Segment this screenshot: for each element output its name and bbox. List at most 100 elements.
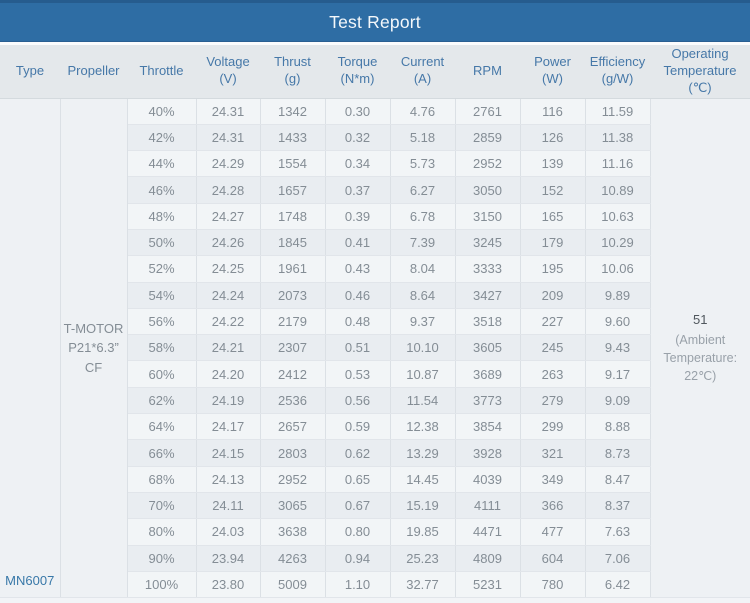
efficiency-cell: 8.88 [585, 413, 651, 441]
throttle-cell: 52% [127, 255, 197, 283]
page-title: Test Report [329, 11, 421, 32]
throttle-cell: 100% [127, 571, 197, 599]
column-header-throttle: Throttle [127, 45, 196, 99]
column-header-type: Type [0, 45, 60, 99]
throttle-cell: 80% [127, 518, 197, 546]
rpm-cell: 4039 [455, 466, 521, 493]
power-cell: 116 [520, 98, 586, 125]
current-cell: 12.38 [390, 413, 456, 441]
efficiency-cell: 9.89 [585, 282, 651, 309]
torque-cell: 0.34 [325, 150, 391, 178]
thrust-cell: 1433 [260, 124, 326, 152]
thrust-cell: 2179 [260, 308, 326, 336]
torque-cell: 0.53 [325, 360, 391, 388]
table-row: 52% 24.25 1961 0.43 8.04 3333 195 10.06 [0, 255, 750, 283]
current-cell: 14.45 [390, 466, 456, 493]
torque-cell: 1.10 [325, 571, 391, 599]
thrust-cell: 1748 [260, 203, 326, 230]
rpm-cell: 3050 [455, 176, 521, 204]
voltage-cell: 23.80 [196, 571, 261, 599]
power-cell: 152 [520, 176, 586, 204]
table-row: 66% 24.15 2803 0.62 13.29 3928 321 8.73 [0, 439, 750, 467]
power-cell: 780 [520, 571, 586, 599]
thrust-cell: 5009 [260, 571, 326, 599]
rpm-cell: 2761 [455, 98, 521, 125]
thrust-cell: 2657 [260, 413, 326, 441]
rpm-cell: 4809 [455, 545, 521, 572]
thrust-cell: 1845 [260, 229, 326, 257]
power-cell: 195 [520, 255, 586, 283]
efficiency-cell: 8.73 [585, 439, 651, 467]
power-cell: 126 [520, 124, 586, 152]
thrust-cell: 3638 [260, 518, 326, 546]
thrust-cell: 3065 [260, 492, 326, 520]
power-cell: 604 [520, 545, 586, 572]
rpm-cell: 3928 [455, 439, 521, 467]
voltage-cell: 24.13 [196, 466, 261, 493]
power-cell: 279 [520, 387, 586, 415]
voltage-cell: 24.31 [196, 98, 261, 125]
power-cell: 321 [520, 439, 586, 467]
torque-cell: 0.67 [325, 492, 391, 520]
title-divider [0, 42, 750, 45]
column-header-propeller: Propeller [60, 45, 127, 99]
efficiency-cell: 8.37 [585, 492, 651, 520]
efficiency-cell: 6.42 [585, 571, 651, 599]
column-header-operating-temperature: Operating Temperature (℃) [650, 45, 750, 99]
voltage-cell: 24.17 [196, 413, 261, 441]
thrust-cell: 2536 [260, 387, 326, 415]
rpm-cell: 3333 [455, 255, 521, 283]
rpm-cell: 4471 [455, 518, 521, 546]
thrust-cell: 1657 [260, 176, 326, 204]
table-row: 58% 24.21 2307 0.51 10.10 3605 245 9.43 [0, 334, 750, 362]
rpm-cell: 3150 [455, 203, 521, 230]
column-header-power: Power (W) [520, 45, 585, 99]
current-cell: 15.19 [390, 492, 456, 520]
throttle-cell: 68% [127, 466, 197, 493]
table-row: 54% 24.24 2073 0.46 8.64 3427 209 9.89 [0, 282, 750, 309]
throttle-cell: 44% [127, 150, 197, 178]
efficiency-cell: 11.38 [585, 124, 651, 152]
voltage-cell: 24.29 [196, 150, 261, 178]
operating-temperature-cell: 51 (Ambient Temperature: 22℃) [650, 98, 750, 599]
power-cell: 227 [520, 308, 586, 336]
throttle-cell: 50% [127, 229, 197, 257]
rpm-cell: 3427 [455, 282, 521, 309]
rpm-cell: 2859 [455, 124, 521, 152]
column-header-current: Current (A) [390, 45, 455, 99]
thrust-cell: 4263 [260, 545, 326, 572]
table-body: MN6007 T-MOTOR P21*6.3” CF 40% 24.31 1342 0.3… [0, 98, 750, 599]
torque-cell: 0.41 [325, 229, 391, 257]
efficiency-cell: 9.60 [585, 308, 651, 336]
voltage-cell: 24.28 [196, 176, 261, 204]
column-header-rpm: RPM [455, 45, 520, 99]
report-title-bar: Test Report [0, 0, 750, 42]
torque-cell: 0.37 [325, 176, 391, 204]
current-cell: 6.27 [390, 176, 456, 204]
table-row: MN6007 T-MOTOR P21*6.3” CF 40% 24.31 1342 0.3… [0, 98, 750, 599]
table-row: 48% 24.27 1748 0.39 6.78 3150 165 10.63 [0, 203, 750, 230]
current-cell: 11.54 [390, 387, 456, 415]
torque-cell: 0.94 [325, 545, 391, 572]
efficiency-cell: 11.59 [585, 98, 651, 125]
table-row: 62% 24.19 2536 0.56 11.54 3773 279 9.09 [0, 387, 750, 415]
throttle-cell: 60% [127, 360, 197, 388]
voltage-cell: 24.15 [196, 439, 261, 467]
thrust-cell: 2307 [260, 334, 326, 362]
voltage-cell: 24.19 [196, 387, 261, 415]
efficiency-cell: 9.17 [585, 360, 651, 388]
thrust-cell: 1961 [260, 255, 326, 283]
torque-cell: 0.65 [325, 466, 391, 493]
torque-cell: 0.59 [325, 413, 391, 441]
efficiency-cell: 9.43 [585, 334, 651, 362]
efficiency-cell: 10.29 [585, 229, 651, 257]
thrust-cell: 2952 [260, 466, 326, 493]
voltage-cell: 23.94 [196, 545, 261, 572]
voltage-cell: 24.03 [196, 518, 261, 546]
torque-cell: 0.39 [325, 203, 391, 230]
throttle-cell: 40% [127, 98, 197, 125]
column-header-torque: Torque (N*m) [325, 45, 390, 99]
ambient-temperature-note: (Ambient Temperature: 22℃) [663, 332, 738, 383]
current-cell: 32.77 [390, 571, 456, 599]
type-cell: MN6007 [0, 98, 61, 599]
